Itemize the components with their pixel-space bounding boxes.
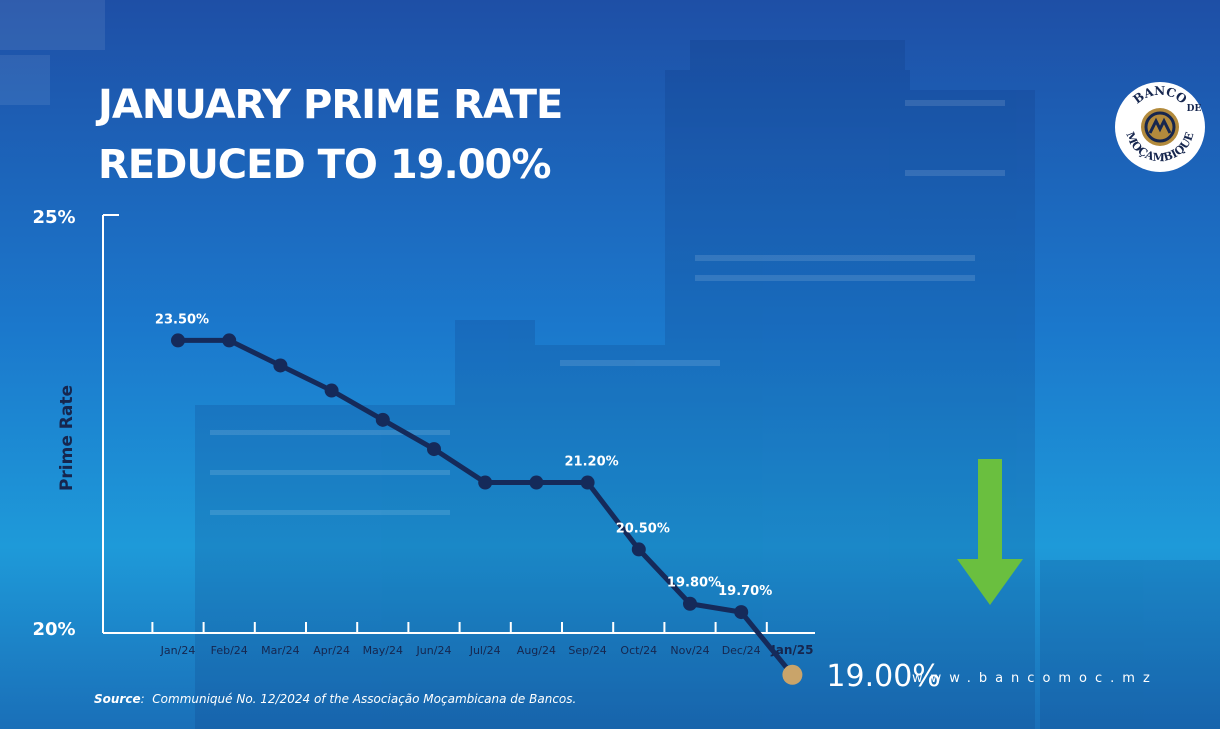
data-point [631,542,646,557]
x-tick-label: Jul/24 [469,644,501,657]
prime-rate-series [171,333,803,685]
data-point [222,333,237,348]
data-label: 21.20% [565,455,619,470]
data-point [683,596,697,611]
data-label: 19.70% [718,584,772,599]
highlight-label: 19.00% [826,659,940,694]
x-tick-label: May/24 [363,644,403,657]
x-tick-label: Mar/24 [261,644,299,657]
title-line-1: JANUARY PRIME RATE [98,82,563,128]
logo-text-top: BANCO [1131,84,1190,107]
data-labels: 23.50% 21.20% 20.50% 19.80%19.70% 19.00% [155,312,941,693]
source-label: Source [94,692,141,706]
x-tick-label: Jan/25 [770,643,813,657]
x-tick-label: Sep/24 [568,644,606,657]
data-point [427,442,441,457]
data-point [324,383,339,398]
data-point [580,475,595,490]
title-line-2: REDUCED TO 19.00% [98,142,551,188]
down-arrow-icon [957,459,1023,605]
chart-axes [102,214,815,634]
y-axis-title: Prime Rate [57,385,77,491]
website-url: www.bancomoc.mz [912,671,1158,686]
data-point [478,475,493,490]
logo-text-mid: DE [1187,104,1202,114]
prime-rate-line [178,337,795,677]
source-text: Communiqué No. 12/2024 of the Associação… [152,692,577,706]
x-tick-label: Apr/24 [313,644,350,657]
x-tick-label: Oct/24 [620,644,657,657]
data-point [273,358,288,373]
data-point [171,333,185,348]
data-point [734,605,749,620]
data-point [529,475,544,490]
x-tick-label: Aug/24 [517,644,556,657]
data-label: 23.50% [155,312,209,327]
data-point [375,412,390,427]
x-tick-label: Dec/24 [722,644,761,657]
data-label: 20.50% [616,521,670,536]
x-tick-label: Jun/24 [416,644,452,657]
x-tick-label: Nov/24 [670,644,709,657]
banco-de-mocambique-logo: BANCO DE MOÇAMBIQUE [1115,82,1205,172]
x-tick-label: Feb/24 [211,644,248,657]
y-tick-label: 20% [32,619,75,640]
y-tick-labels: 25% 20% [32,207,75,640]
source-note: Source: Communiqué No. 12/2024 of the As… [94,692,577,706]
x-tick-labels: Jan/24 Feb/24 Mar/24 Apr/24 May/24 Jun/24 Jul/… [160,643,814,657]
y-tick-label: 25% [32,207,75,228]
data-label: 19.80% [667,576,721,591]
down-arrow-shape [957,459,1023,605]
x-tick-label: Jan/24 [160,644,196,657]
highlight-point [782,664,803,685]
